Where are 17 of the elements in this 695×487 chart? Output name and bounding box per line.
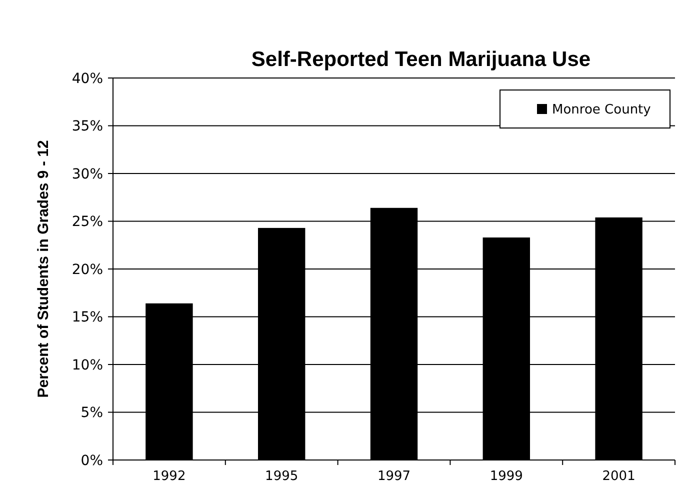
chart-title: Self-Reported Teen Marijuana Use — [251, 48, 591, 71]
y-tick-label: 30% — [72, 166, 103, 182]
x-tick-label: 1999 — [490, 469, 523, 484]
x-tick-label: 1992 — [152, 469, 186, 484]
x-tick-label: 1995 — [265, 469, 298, 484]
y-tick-label: 15% — [72, 310, 103, 326]
y-tick-label: 5% — [80, 405, 103, 422]
y-tick-label: 0% — [80, 452, 103, 469]
y-tick-label: 10% — [72, 357, 103, 374]
y-axis-title: Percent of Students in Grades 9 - 12 — [35, 140, 52, 398]
x-tick-label: 1997 — [377, 469, 411, 484]
legend-label: Monroe County — [552, 102, 652, 118]
y-tick-label: 25% — [72, 214, 103, 230]
y-tick-label: 35% — [72, 118, 103, 135]
y-tick-label: 20% — [72, 262, 103, 278]
y-tick-label: 40% — [72, 70, 103, 87]
x-tick-label: 2001 — [602, 469, 636, 484]
